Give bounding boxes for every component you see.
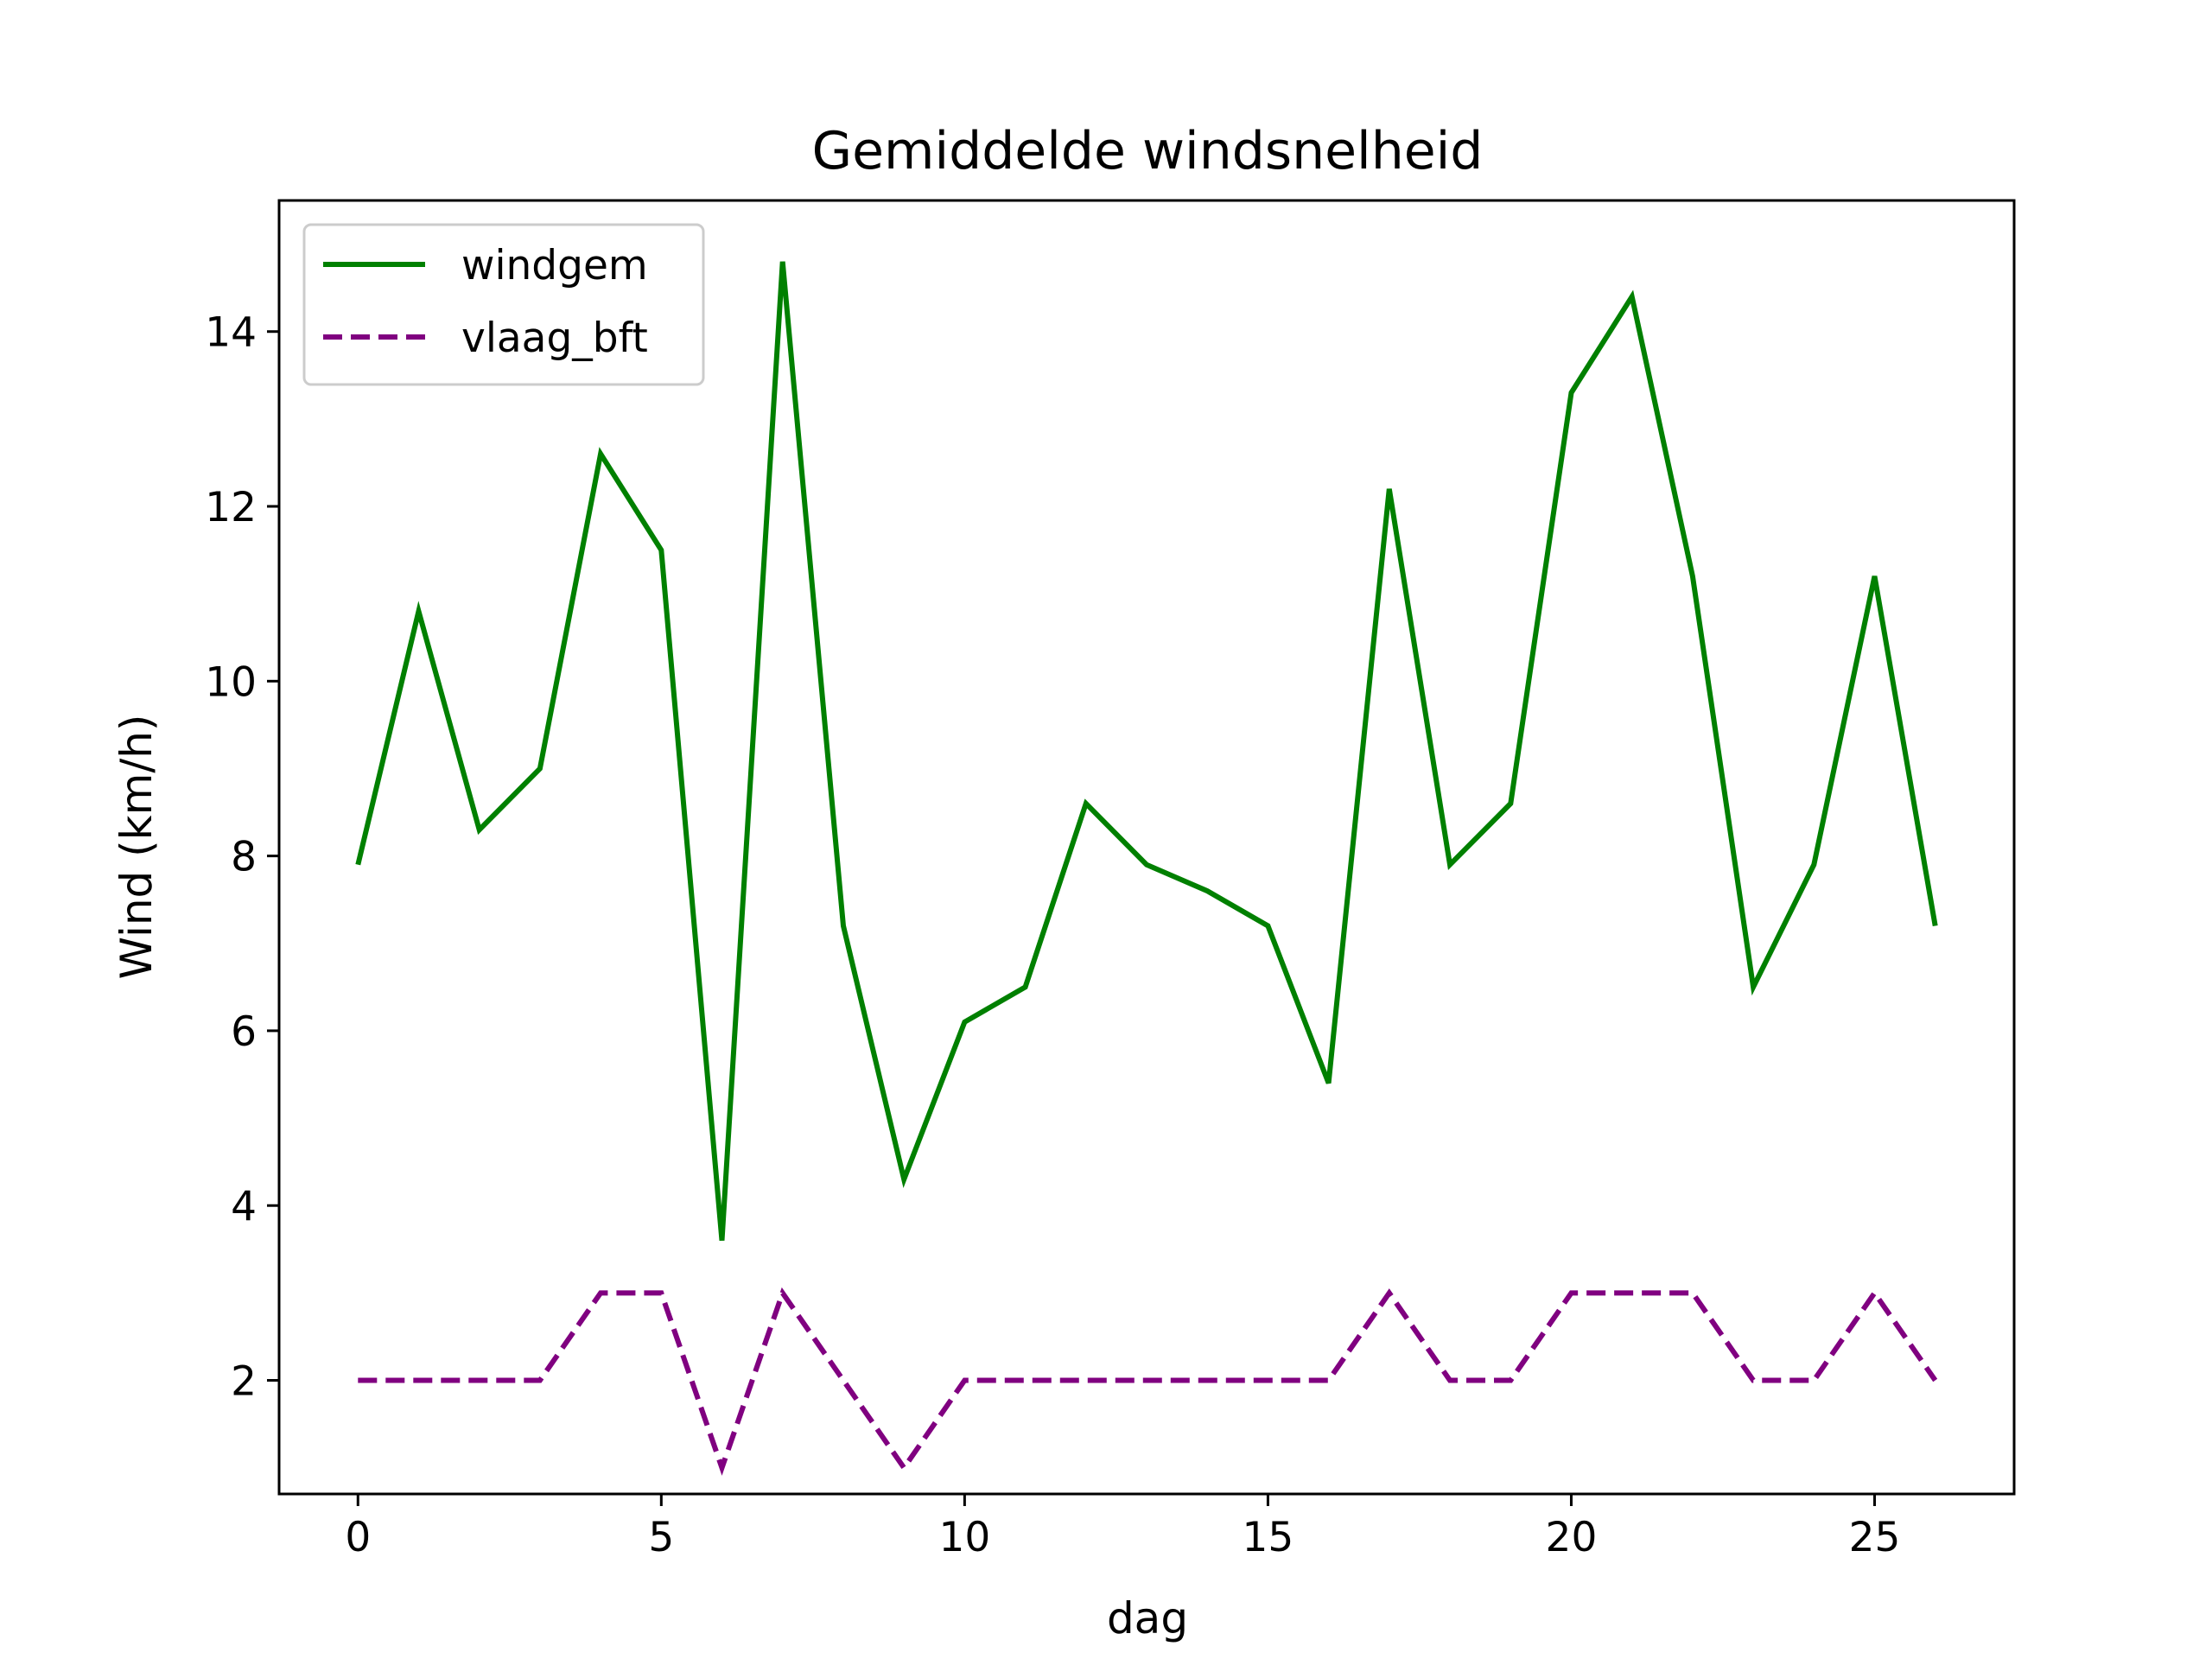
data-point-windgem-25 bbox=[1872, 574, 1878, 579]
plot-frame bbox=[277, 199, 2016, 1496]
data-point-vlaag-bft-5 bbox=[658, 1290, 664, 1295]
data-point-windgem-14 bbox=[1205, 888, 1210, 893]
data-point-vlaag-bft-15 bbox=[1265, 1378, 1270, 1383]
data-point-vlaag-bft-24 bbox=[1811, 1378, 1816, 1383]
data-point-vlaag-bft-3 bbox=[537, 1378, 543, 1383]
data-point-windgem-9 bbox=[901, 1177, 906, 1182]
data-point-vlaag-bft-11 bbox=[1023, 1378, 1028, 1383]
data-point-vlaag-bft-10 bbox=[962, 1378, 967, 1383]
y-axis-ticks: 2 4 6 8 10 12 14 bbox=[205, 309, 279, 1406]
data-point-vlaag-bft-20 bbox=[1569, 1290, 1574, 1295]
data-point-vlaag-bft-1 bbox=[416, 1378, 422, 1383]
data-point-vlaag-bft-7 bbox=[780, 1290, 785, 1295]
x-tick-label: 10 bbox=[938, 1514, 990, 1561]
y-tick-label: 2 bbox=[231, 1358, 257, 1406]
data-point-windgem-8 bbox=[841, 924, 846, 929]
y-tick-label: 8 bbox=[231, 834, 257, 881]
legend-label-vlaag-bft: vlaag_bft bbox=[461, 315, 648, 362]
series-line-vlaag-bft bbox=[358, 1287, 1938, 1476]
data-point-windgem-16 bbox=[1326, 1081, 1332, 1086]
data-point-windgem-2 bbox=[477, 827, 482, 832]
y-tick-label: 4 bbox=[231, 1183, 257, 1230]
y-tick-label: 12 bbox=[205, 484, 257, 531]
data-point-vlaag-bft-22 bbox=[1690, 1290, 1695, 1295]
data-point-vlaag-bft-9 bbox=[901, 1465, 906, 1471]
data-point-windgem-21 bbox=[1630, 294, 1635, 299]
x-tick-label: 15 bbox=[1243, 1514, 1294, 1561]
data-point-vlaag-bft-8 bbox=[841, 1378, 846, 1383]
series-line-windgem bbox=[355, 261, 1938, 1241]
x-tick-label: 20 bbox=[1546, 1514, 1598, 1561]
legend-label-windgem: windgem bbox=[461, 242, 648, 289]
data-point-windgem-10 bbox=[962, 1020, 967, 1025]
data-point-windgem-1 bbox=[416, 608, 422, 613]
y-tick-label: 10 bbox=[205, 658, 257, 706]
data-point-windgem-0 bbox=[355, 862, 360, 868]
data-point-vlaag-bft-13 bbox=[1144, 1378, 1149, 1383]
data-point-windgem-13 bbox=[1144, 862, 1149, 868]
data-point-vlaag-bft-4 bbox=[598, 1290, 603, 1295]
data-point-vlaag-bft-2 bbox=[477, 1378, 482, 1383]
y-tick-label: 14 bbox=[205, 309, 257, 357]
data-point-vlaag-bft-12 bbox=[1084, 1378, 1089, 1383]
data-point-windgem-6 bbox=[720, 1238, 725, 1243]
data-point-vlaag-bft-23 bbox=[1751, 1378, 1756, 1383]
data-point-vlaag-bft-16 bbox=[1326, 1378, 1332, 1383]
x-tick-label: 5 bbox=[648, 1514, 674, 1561]
chart-title: Gemiddelde windsnelheid bbox=[812, 121, 1484, 181]
data-point-windgem-26 bbox=[1933, 924, 1938, 929]
data-point-vlaag-bft-25 bbox=[1872, 1290, 1878, 1295]
data-point-vlaag-bft-0 bbox=[355, 1378, 360, 1383]
y-tick-label: 6 bbox=[231, 1008, 257, 1056]
data-point-windgem-17 bbox=[1387, 486, 1392, 492]
data-point-windgem-19 bbox=[1508, 801, 1513, 806]
data-point-windgem-20 bbox=[1569, 391, 1574, 396]
data-point-windgem-3 bbox=[537, 766, 543, 772]
data-point-vlaag-bft-26 bbox=[1933, 1378, 1938, 1383]
data-point-vlaag-bft-14 bbox=[1205, 1378, 1210, 1383]
data-point-windgem-24 bbox=[1811, 862, 1816, 868]
data-point-vlaag-bft-19 bbox=[1508, 1378, 1513, 1383]
x-tick-label: 25 bbox=[1849, 1514, 1901, 1561]
data-point-windgem-22 bbox=[1690, 574, 1695, 579]
data-point-windgem-12 bbox=[1084, 801, 1089, 806]
data-point-windgem-5 bbox=[658, 548, 664, 553]
data-point-vlaag-bft-18 bbox=[1447, 1378, 1452, 1383]
x-axis-ticks: 0 5 10 15 20 25 bbox=[345, 1494, 1900, 1561]
data-point-windgem-7 bbox=[780, 259, 785, 264]
data-point-windgem-4 bbox=[598, 451, 603, 456]
data-point-windgem-18 bbox=[1447, 862, 1452, 868]
plot-area bbox=[355, 259, 1938, 1476]
data-point-windgem-15 bbox=[1265, 924, 1270, 929]
data-point-windgem-11 bbox=[1023, 984, 1028, 989]
data-point-vlaag-bft-17 bbox=[1387, 1290, 1392, 1295]
x-axis-label: dag bbox=[1107, 1593, 1188, 1643]
data-point-vlaag-bft-21 bbox=[1630, 1290, 1635, 1295]
x-tick-label: 0 bbox=[345, 1514, 371, 1561]
data-point-vlaag-bft-6 bbox=[720, 1465, 725, 1471]
data-point-windgem-23 bbox=[1751, 984, 1756, 989]
y-axis-label: Wind (km/h) bbox=[111, 715, 162, 980]
legend: windgem vlaag_bft bbox=[302, 223, 705, 386]
